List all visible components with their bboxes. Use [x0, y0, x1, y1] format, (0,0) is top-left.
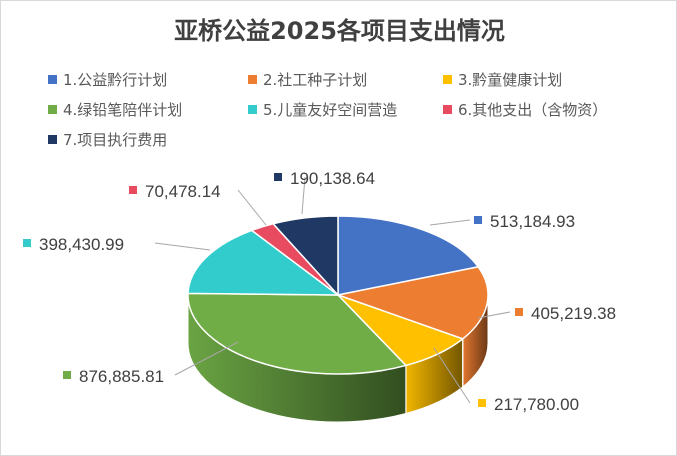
legend-label: 6.其他支出（含物资） — [458, 101, 608, 119]
data-label-2: 405,219.38 — [531, 304, 616, 323]
legend-swatch — [443, 75, 452, 84]
leader-line-3 — [433, 347, 471, 404]
data-label-6: 70,478.14 — [145, 182, 221, 201]
legend-label: 7.项目执行费用 — [63, 131, 168, 149]
leader-line-1 — [429, 219, 471, 226]
legend-swatch — [48, 105, 57, 114]
legend-swatch — [248, 105, 257, 114]
pie-slice-1 — [337, 215, 480, 296]
legend-label: 5.儿童友好空间营造 — [263, 101, 398, 119]
data-label-key-6 — [129, 186, 137, 194]
legend-label: 1.公益黔行计划 — [63, 71, 168, 89]
leader-line-6 — [237, 189, 267, 226]
legend-item-6: 6.其他支出（含物资） — [443, 99, 607, 120]
pie-slice-4 — [187, 292, 408, 375]
data-label-3: 217,780.00 — [494, 395, 579, 414]
pie-slice-7 — [271, 215, 339, 297]
leader-line-7 — [301, 176, 306, 215]
data-label-key-2 — [515, 308, 523, 316]
pie-top — [187, 215, 489, 375]
pie-slice-2 — [335, 266, 489, 340]
data-label-7: 190,138.64 — [290, 169, 375, 188]
legend-item-7: 7.项目执行费用 — [48, 129, 167, 150]
legend-item-5: 5.儿童友好空间营造 — [248, 99, 397, 120]
data-label-4: 876,885.81 — [79, 367, 164, 386]
legend-item-1: 1.公益黔行计划 — [48, 69, 167, 90]
leader-line-5 — [154, 242, 211, 251]
data-label-key-4 — [63, 371, 71, 379]
chart-title: 亚桥公益2025各项目支出情况 — [174, 17, 505, 45]
data-label-key-5 — [23, 239, 31, 247]
legend-item-4: 4.绿铅笔陪伴计划 — [48, 99, 182, 120]
legend-swatch — [48, 135, 57, 144]
legend-label: 4.绿铅笔陪伴计划 — [63, 101, 183, 119]
legend-swatch — [443, 105, 452, 114]
pie-slice-5 — [187, 229, 341, 296]
legend-swatch — [248, 75, 257, 84]
data-label-1: 513,184.93 — [490, 212, 575, 231]
legend-swatch — [48, 75, 57, 84]
legend-item-2: 2.社工种子计划 — [248, 69, 367, 90]
leader-line-4 — [174, 341, 239, 376]
legend-label: 3.黔童健康计划 — [458, 71, 563, 89]
data-labels: 513,184.93 405,219.38 217,780.00 876,885.81… — [23, 169, 616, 414]
data-label-key-7 — [274, 173, 282, 181]
legend-label: 2.社工种子计划 — [263, 71, 368, 89]
data-label-5: 398,430.99 — [39, 235, 124, 254]
leader-line-2 — [477, 311, 511, 319]
data-label-key-3 — [478, 399, 486, 407]
legend-item-3: 3.黔童健康计划 — [443, 69, 562, 90]
data-label-key-1 — [474, 216, 482, 224]
